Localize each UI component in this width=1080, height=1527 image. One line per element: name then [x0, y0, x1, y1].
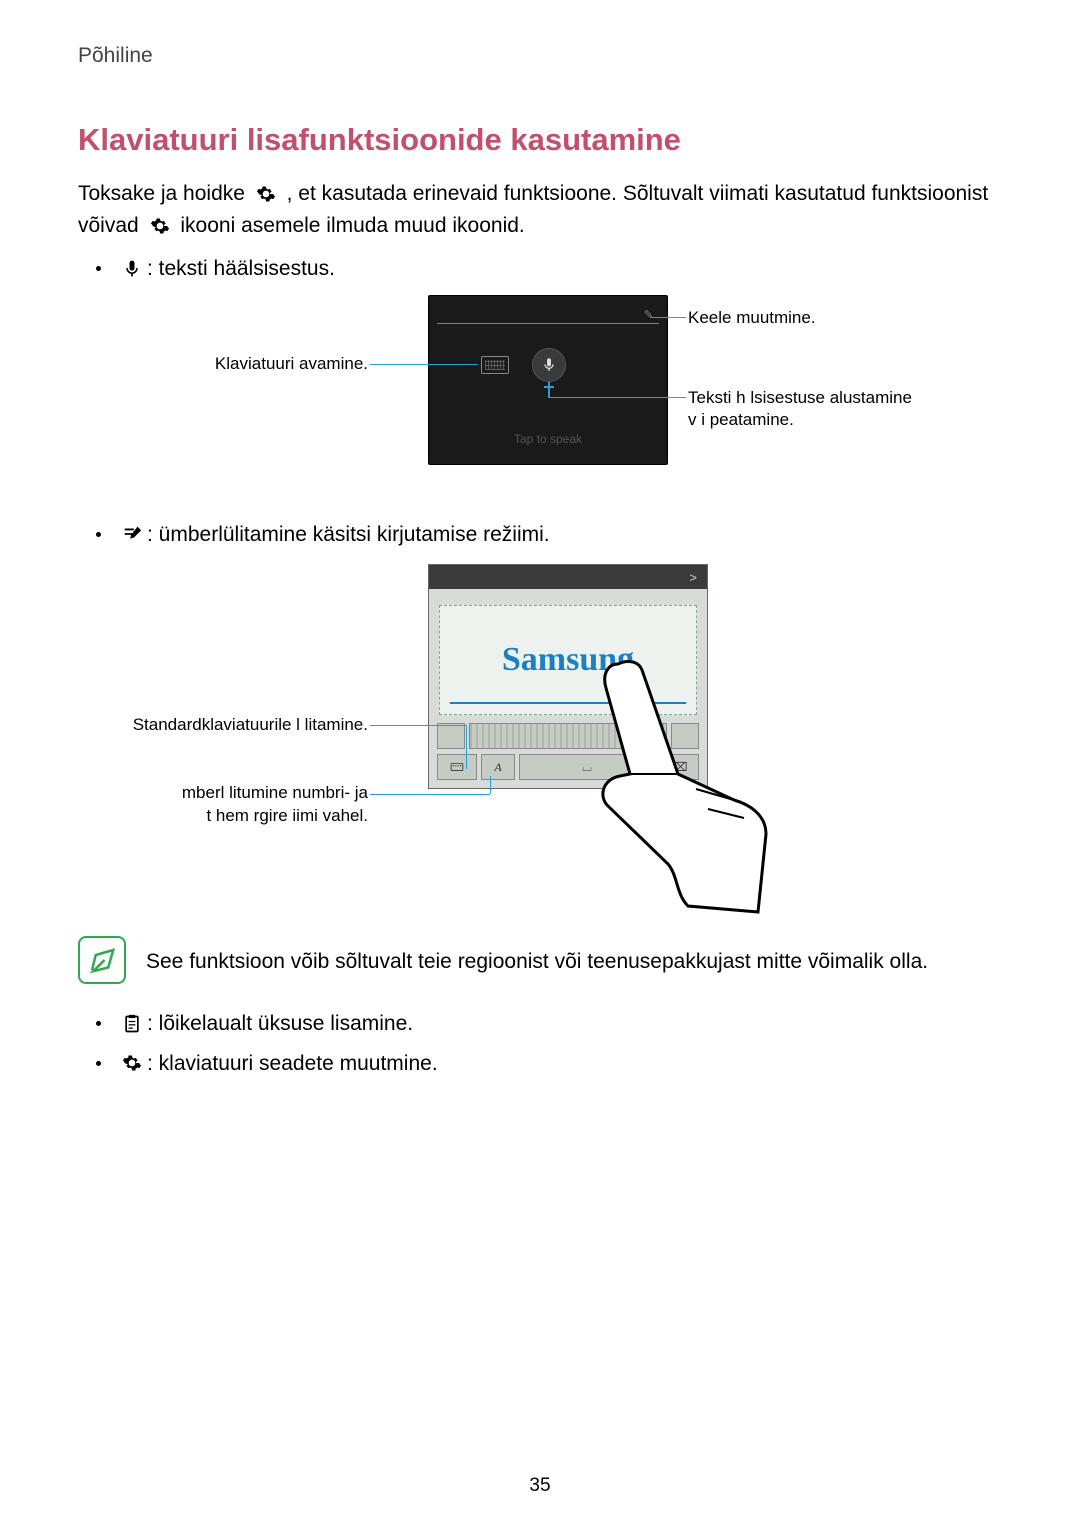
- clipboard-icon: [121, 1013, 143, 1035]
- figure-voice-input: ✎ Tap to speak Klaviatuuri avamine. Keel…: [78, 295, 1002, 495]
- handwriting-icon: [121, 523, 143, 545]
- note-box: See funktsioon võib sõltuvalt teie regio…: [78, 936, 1002, 984]
- intro-paragraph: Toksake ja hoidke , et kasutada erinevai…: [78, 178, 1002, 241]
- keyboard-icon: [481, 356, 509, 374]
- fig1-label-start-stop: Teksti h lsisestuse alustamine v i peata…: [688, 387, 912, 433]
- key: [437, 723, 465, 749]
- gear-icon: [149, 215, 171, 237]
- fig1-label-keyboard: Klaviatuuri avamine.: [118, 353, 368, 376]
- bullet-dot: [96, 1021, 101, 1026]
- gear-icon: [255, 183, 277, 205]
- intro-part3: ikooni asemele ilmuda muud ikoonid.: [180, 214, 524, 237]
- fig2-topbar: >: [429, 565, 707, 589]
- callout-line: [650, 317, 686, 318]
- fig1-label-language: Keele muutmine.: [688, 307, 816, 330]
- figure-handwriting: > Samsung A ⌴ ⌫ Standardklaviatuurile l …: [78, 564, 1002, 924]
- intro-part1: Toksake ja hoidke: [78, 182, 251, 205]
- bullet-settings-text: : klaviatuuri seadete muutmine.: [147, 1048, 438, 1080]
- fig1-screenshot: ✎ Tap to speak: [428, 295, 668, 465]
- bullet-clipboard-text: : lõikelaualt üksuse lisamine.: [147, 1008, 413, 1040]
- callout-line: [370, 725, 428, 726]
- fig1-topbar: ✎: [437, 306, 659, 324]
- callout-line: [550, 397, 686, 398]
- note-icon: [78, 936, 126, 984]
- hand-illustration: [558, 654, 768, 914]
- fig1-tap-to-speak: Tap to speak: [429, 432, 667, 446]
- bullet-dot: [96, 532, 101, 537]
- mic-icon: [121, 258, 143, 280]
- bullet-dot: [96, 1061, 101, 1066]
- key-keyboard-switch: [437, 754, 477, 780]
- callout-line: [370, 364, 478, 365]
- fig1-label-start-stop-l2: v i peatamine.: [688, 410, 794, 429]
- fig1-callout-stem: [548, 382, 550, 398]
- mic-button: [532, 348, 566, 382]
- callout-line: [370, 794, 490, 795]
- fig1-label-start-stop-l1: Teksti h lsisestuse alustamine: [688, 388, 912, 407]
- fig2-label-standard-kbd: Standardklaviatuurile l litamine.: [78, 714, 368, 737]
- bullet-dot: [96, 266, 101, 271]
- callout-line: [466, 725, 467, 769]
- fig2-label-mode-switch: mberl litumine numbri- ja t hem rgire ii…: [108, 782, 368, 828]
- bullet-handwriting: : ümberlülitamine käsitsi kirjutamise re…: [96, 519, 1002, 551]
- bullet-settings: : klaviatuuri seadete muutmine.: [96, 1048, 1002, 1080]
- callout-line: [428, 725, 466, 726]
- chevron-right-icon: >: [689, 570, 697, 585]
- bullet-mic-text: : teksti häälsisestus.: [147, 253, 335, 285]
- section-title: Klaviatuuri lisafunktsioonide kasutamine: [78, 122, 1002, 158]
- breadcrumb: Põhiline: [78, 44, 1002, 68]
- fig2-label-mode-l2: t hem rgire iimi vahel.: [206, 806, 368, 825]
- bullet-clipboard: : lõikelaualt üksuse lisamine.: [96, 1008, 1002, 1040]
- page-number: 35: [0, 1475, 1080, 1497]
- note-text: See funktsioon võib sõltuvalt teie regio…: [146, 936, 928, 978]
- bullet-mic: : teksti häälsisestus.: [96, 253, 1002, 285]
- callout-line: [490, 776, 491, 794]
- bullet-handwriting-text: : ümberlülitamine käsitsi kirjutamise re…: [147, 519, 550, 551]
- pen-icon: ✎: [644, 308, 653, 321]
- key-mode-switch: A: [481, 754, 515, 780]
- gear-icon: [121, 1052, 143, 1074]
- fig2-label-mode-l1: mberl litumine numbri- ja: [182, 783, 368, 802]
